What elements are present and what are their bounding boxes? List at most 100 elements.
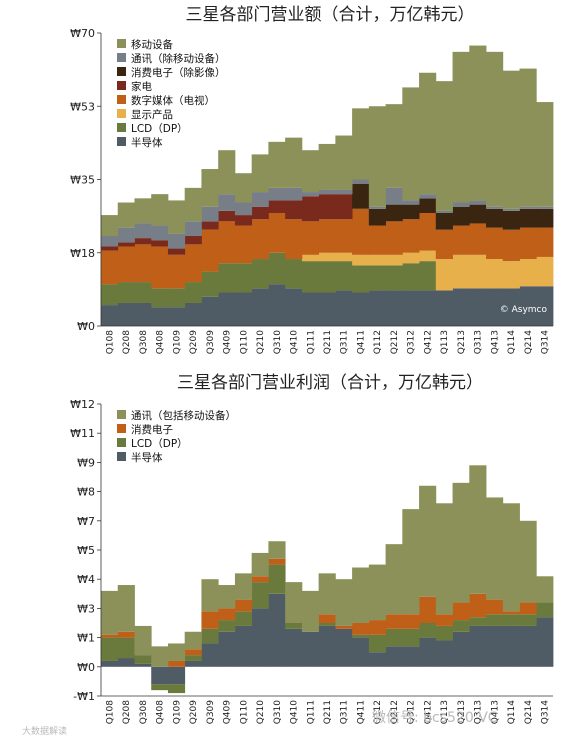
- x-tick-label: Q309: [206, 700, 216, 725]
- data-segment: [469, 254, 487, 289]
- data-segment: [301, 261, 320, 293]
- data-segment: [385, 254, 403, 266]
- x-tick-label: Q210: [256, 700, 266, 725]
- data-segment: [352, 634, 370, 638]
- data-segment: [419, 261, 437, 291]
- data-segment: [486, 51, 504, 207]
- data-segment: [469, 204, 487, 224]
- x-tick-label: Q410: [290, 330, 300, 355]
- data-segment: [368, 564, 386, 621]
- data-segment: [167, 684, 186, 694]
- data-segment: [234, 625, 253, 667]
- x-tick-label: Q311: [340, 700, 350, 724]
- data-segment: [368, 206, 386, 209]
- data-segment: [251, 608, 269, 667]
- data-segment: [402, 252, 420, 264]
- series-4: [101, 208, 554, 289]
- data-segment: [486, 614, 504, 626]
- data-segment: [251, 219, 269, 260]
- y-tick-label: ₩3: [77, 602, 95, 615]
- y-tick-label: ₩12: [70, 398, 95, 411]
- data-segment: [151, 240, 169, 247]
- watermark-left: 大数据解读: [22, 725, 67, 737]
- data-segment: [117, 631, 135, 638]
- data-segment: [167, 254, 186, 289]
- data-segment: [117, 585, 135, 632]
- data-segment: [301, 221, 320, 255]
- legend-swatch: [117, 438, 126, 447]
- data-segment: [301, 292, 320, 326]
- data-segment: [486, 599, 504, 615]
- data-segment: [318, 143, 336, 190]
- data-segment: [502, 614, 520, 626]
- data-segment: [234, 611, 253, 626]
- y-tick-label: ₩18: [70, 247, 95, 260]
- data-segment: [318, 573, 336, 615]
- x-tick-label: Q213: [457, 330, 467, 354]
- legend-swatch: [117, 109, 126, 118]
- data-segment: [234, 202, 253, 216]
- data-segment: [234, 263, 253, 293]
- data-segment: [385, 646, 403, 667]
- series-8: [101, 45, 554, 237]
- x-tick-label: Q409: [223, 700, 233, 725]
- data-segment: [519, 602, 537, 615]
- data-segment: [402, 219, 420, 253]
- data-segment: [502, 503, 520, 612]
- y-tick-label: -₩1: [73, 690, 95, 703]
- data-segment: [268, 541, 286, 559]
- data-segment: [502, 229, 520, 262]
- data-segment: [486, 625, 504, 667]
- data-segment: [385, 265, 403, 291]
- data-segment: [402, 290, 420, 326]
- data-segment: [184, 631, 202, 650]
- data-segment: [368, 225, 386, 255]
- data-segment: [469, 288, 487, 326]
- data-segment: [167, 248, 186, 255]
- data-segment: [402, 614, 420, 629]
- data-segment: [335, 135, 353, 190]
- data-segment: [352, 637, 370, 667]
- data-segment: [435, 212, 453, 230]
- series-2: [101, 252, 437, 308]
- y-tick-label: ₩8: [77, 486, 95, 499]
- data-segment: [486, 227, 504, 260]
- data-segment: [352, 179, 370, 184]
- data-segment: [167, 643, 186, 661]
- data-segment: [502, 611, 520, 615]
- x-tick-label: Q109: [172, 330, 182, 355]
- data-segment: [285, 200, 303, 220]
- data-segment: [536, 617, 554, 667]
- x-tick-label: Q312: [407, 700, 417, 724]
- data-segment: [435, 290, 453, 326]
- data-segment: [318, 252, 336, 262]
- data-segment: [201, 643, 219, 667]
- data-segment: [184, 649, 202, 656]
- legend-swatch: [117, 410, 126, 419]
- data-segment: [134, 282, 152, 303]
- data-segment: [301, 150, 320, 193]
- data-segment: [251, 154, 269, 193]
- x-tick-label: Q112: [373, 330, 383, 354]
- x-tick-label: Q413: [490, 330, 500, 354]
- data-segment: [385, 221, 403, 255]
- data-segment: [452, 254, 470, 289]
- x-tick-label: Q408: [156, 330, 166, 355]
- data-segment: [234, 215, 253, 226]
- data-segment: [218, 263, 236, 293]
- data-segment: [251, 582, 269, 609]
- chart1-title: 三星各部门营业额（合计，万亿韩元）: [186, 5, 475, 25]
- data-segment: [101, 250, 119, 285]
- series-6: [352, 183, 554, 230]
- data-segment: [117, 302, 135, 326]
- data-segment: [268, 284, 286, 326]
- x-tick-label: Q213: [457, 700, 467, 724]
- data-segment: [134, 302, 152, 326]
- legend-label: 消费电子: [131, 423, 173, 436]
- data-segment: [117, 658, 135, 667]
- legend-swatch: [117, 123, 126, 132]
- data-segment: [419, 250, 437, 262]
- data-segment: [167, 660, 186, 667]
